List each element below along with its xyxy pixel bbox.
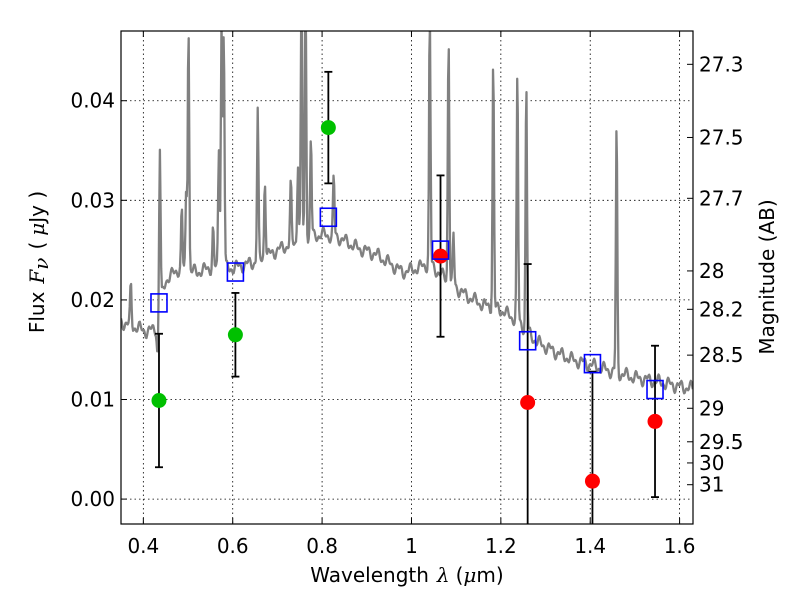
plot-frame bbox=[120, 30, 694, 525]
y-tick-label: 0.01 bbox=[70, 388, 115, 412]
x-tick-label: 0.6 bbox=[217, 534, 249, 558]
magnitude-tick-label: 31 bbox=[699, 473, 724, 497]
model-photometry-square bbox=[646, 379, 664, 400]
magnitude-tick-label: 30 bbox=[699, 451, 724, 475]
axis-ticks: 0.4 0.6 0.8 1 1.2 1.4 1.6 0.00 0.01 0.02 0.03 0.04 2… bbox=[70, 31, 744, 558]
model-photometry-square bbox=[583, 353, 602, 374]
magnitude-tick-label: 28 bbox=[699, 259, 724, 283]
model-spectrum bbox=[121, 31, 693, 395]
observed-point-green bbox=[227, 327, 243, 343]
model-photometry-square bbox=[518, 330, 537, 351]
x-tick-label: 1.2 bbox=[485, 534, 517, 558]
model-photometry-square bbox=[150, 293, 168, 313]
magnitude-tick-label: 29 bbox=[699, 396, 724, 420]
x-tick-label: 0.4 bbox=[127, 534, 159, 558]
model-photometry-square bbox=[226, 262, 245, 282]
x-tick-label: 0.8 bbox=[306, 534, 338, 558]
magnitude-axis-label: Magnitude (AB) bbox=[755, 199, 779, 354]
magnitude-tick-label: 27.7 bbox=[699, 186, 744, 210]
y-tick-label: 0.03 bbox=[70, 188, 115, 212]
x-tick-label: 1.4 bbox=[574, 534, 606, 558]
y-tick-label: 0.04 bbox=[70, 89, 115, 113]
spectrum-line bbox=[121, 31, 693, 395]
magnitude-tick-label: 27.5 bbox=[699, 125, 744, 149]
model-photometry-square bbox=[319, 207, 338, 228]
observed-point-green bbox=[320, 120, 336, 136]
magnitude-tick-label: 29.5 bbox=[699, 430, 744, 454]
observed-point-red bbox=[584, 473, 600, 489]
data-markers bbox=[150, 120, 664, 489]
magnitude-tick-label: 28.2 bbox=[699, 297, 744, 321]
observed-point-green bbox=[151, 393, 167, 409]
magnitude-tick-label: 27.3 bbox=[699, 52, 744, 76]
y-tick-label: 0.00 bbox=[70, 487, 115, 511]
observed-point-red bbox=[647, 413, 663, 429]
magnitude-tick-label: 28.5 bbox=[699, 343, 744, 367]
grid-lines bbox=[121, 31, 693, 524]
x-tick-label: 1.6 bbox=[664, 534, 696, 558]
x-axis-label: Wavelength λ (μm) bbox=[310, 563, 503, 587]
observed-point-red bbox=[520, 394, 536, 410]
y-axis-label: FluxFν(μJy ) bbox=[25, 191, 53, 333]
y-tick-label: 0.02 bbox=[70, 288, 115, 312]
observed-point-red bbox=[433, 248, 449, 264]
model-photometry-square bbox=[431, 240, 450, 260]
x-tick-label: 1 bbox=[405, 534, 418, 558]
